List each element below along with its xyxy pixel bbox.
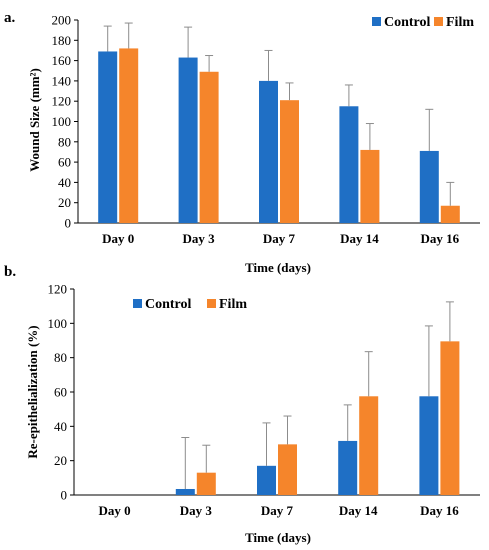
- panel-b-plot-area: 0 20 40 60 80 100 120 Day 0 Day 3 Day 7 Day 14 Day …: [48, 282, 480, 518]
- legend-label-film: Film: [446, 15, 474, 30]
- x-category-label: Day 16: [420, 503, 459, 518]
- legend-label-control: Control: [145, 297, 192, 312]
- y-tick-label: 180: [52, 33, 72, 48]
- bar-control-day-0: [98, 51, 118, 224]
- y-tick-label: 60: [58, 155, 71, 170]
- x-category-label: Day 7: [261, 503, 294, 518]
- x-category-label: Day 16: [420, 231, 459, 246]
- bar-control-day-14: [339, 106, 359, 223]
- bar-film-day-14: [359, 396, 379, 495]
- x-category-label: Day 14: [340, 231, 379, 246]
- x-category-label: Day 0: [102, 231, 134, 246]
- y-tick-label: 0: [61, 488, 68, 503]
- y-tick-label: 40: [54, 419, 67, 434]
- bar-film-day-3: [196, 472, 216, 495]
- bar-control-day-7: [257, 465, 276, 495]
- bar-film-day-14: [360, 149, 380, 223]
- x-category-label: Day 3: [180, 503, 213, 518]
- bar-film-day-16: [440, 341, 460, 495]
- legend-label-film: Film: [219, 297, 247, 312]
- panel-a-label: a.: [4, 10, 16, 26]
- x-category-label: Day 14: [339, 503, 378, 518]
- panel-a-x-axis-title: Time (days): [245, 260, 311, 275]
- y-tick-label: 80: [58, 134, 71, 149]
- legend-swatch-control: [133, 299, 142, 308]
- y-tick-label: 40: [58, 175, 71, 190]
- y-tick-label: 120: [52, 94, 72, 109]
- y-tick-label: 20: [58, 195, 71, 210]
- legend-swatch-film: [207, 299, 216, 308]
- panel-a-plot-area: 0 20 40 60 80 100 120 140 160 180 200 Day 0 Day 3 Day…: [52, 13, 480, 246]
- bar-film-day-16: [440, 205, 460, 223]
- bar-control-day-14: [338, 440, 358, 495]
- legend-label-control: Control: [384, 15, 431, 30]
- y-tick-label: 200: [52, 13, 72, 28]
- bar-control-day-16: [419, 150, 439, 223]
- y-tick-label: 0: [65, 216, 72, 231]
- bar-film-day-7: [280, 100, 299, 223]
- y-tick-label: 100: [48, 316, 68, 331]
- bar-control-day-3: [175, 488, 195, 495]
- panel-b-label: b.: [4, 264, 16, 280]
- y-tick-label: 160: [52, 53, 72, 68]
- y-tick-label: 80: [54, 350, 67, 365]
- bar-film-day-3: [199, 71, 219, 223]
- legend-swatch-control: [372, 17, 381, 26]
- x-category-label: Day 0: [99, 503, 131, 518]
- bar-control-day-3: [178, 57, 198, 224]
- panel-a-legend: Control Film: [372, 15, 474, 30]
- y-tick-label: 120: [48, 282, 68, 297]
- panel-a-wound-size-chart: a. Wound Size (mm²) Time (days) 0 20 40 60 8…: [4, 10, 480, 275]
- x-category-label: Day 3: [183, 231, 216, 246]
- bar-film-day-7: [278, 444, 297, 495]
- bar-film-day-0: [119, 48, 139, 223]
- bar-control-day-16: [419, 396, 439, 495]
- y-tick-label: 20: [54, 453, 67, 468]
- y-tick-label: 140: [52, 73, 72, 88]
- panel-b-legend: Control Film: [133, 297, 247, 312]
- panel-b-x-axis-title: Time (days): [245, 530, 311, 545]
- panel-a-y-axis-title: Wound Size (mm²): [27, 68, 42, 172]
- bar-control-day-7: [259, 80, 278, 224]
- legend-swatch-film: [434, 17, 443, 26]
- y-tick-label: 100: [52, 114, 72, 129]
- panel-b-reepithelialization-chart: b. Re-epithelialization (%) Time (days) …: [4, 264, 480, 545]
- x-category-label: Day 7: [263, 231, 296, 246]
- panel-b-y-axis-title: Re-epithelialization (%): [25, 325, 40, 458]
- y-tick-label: 60: [54, 385, 67, 400]
